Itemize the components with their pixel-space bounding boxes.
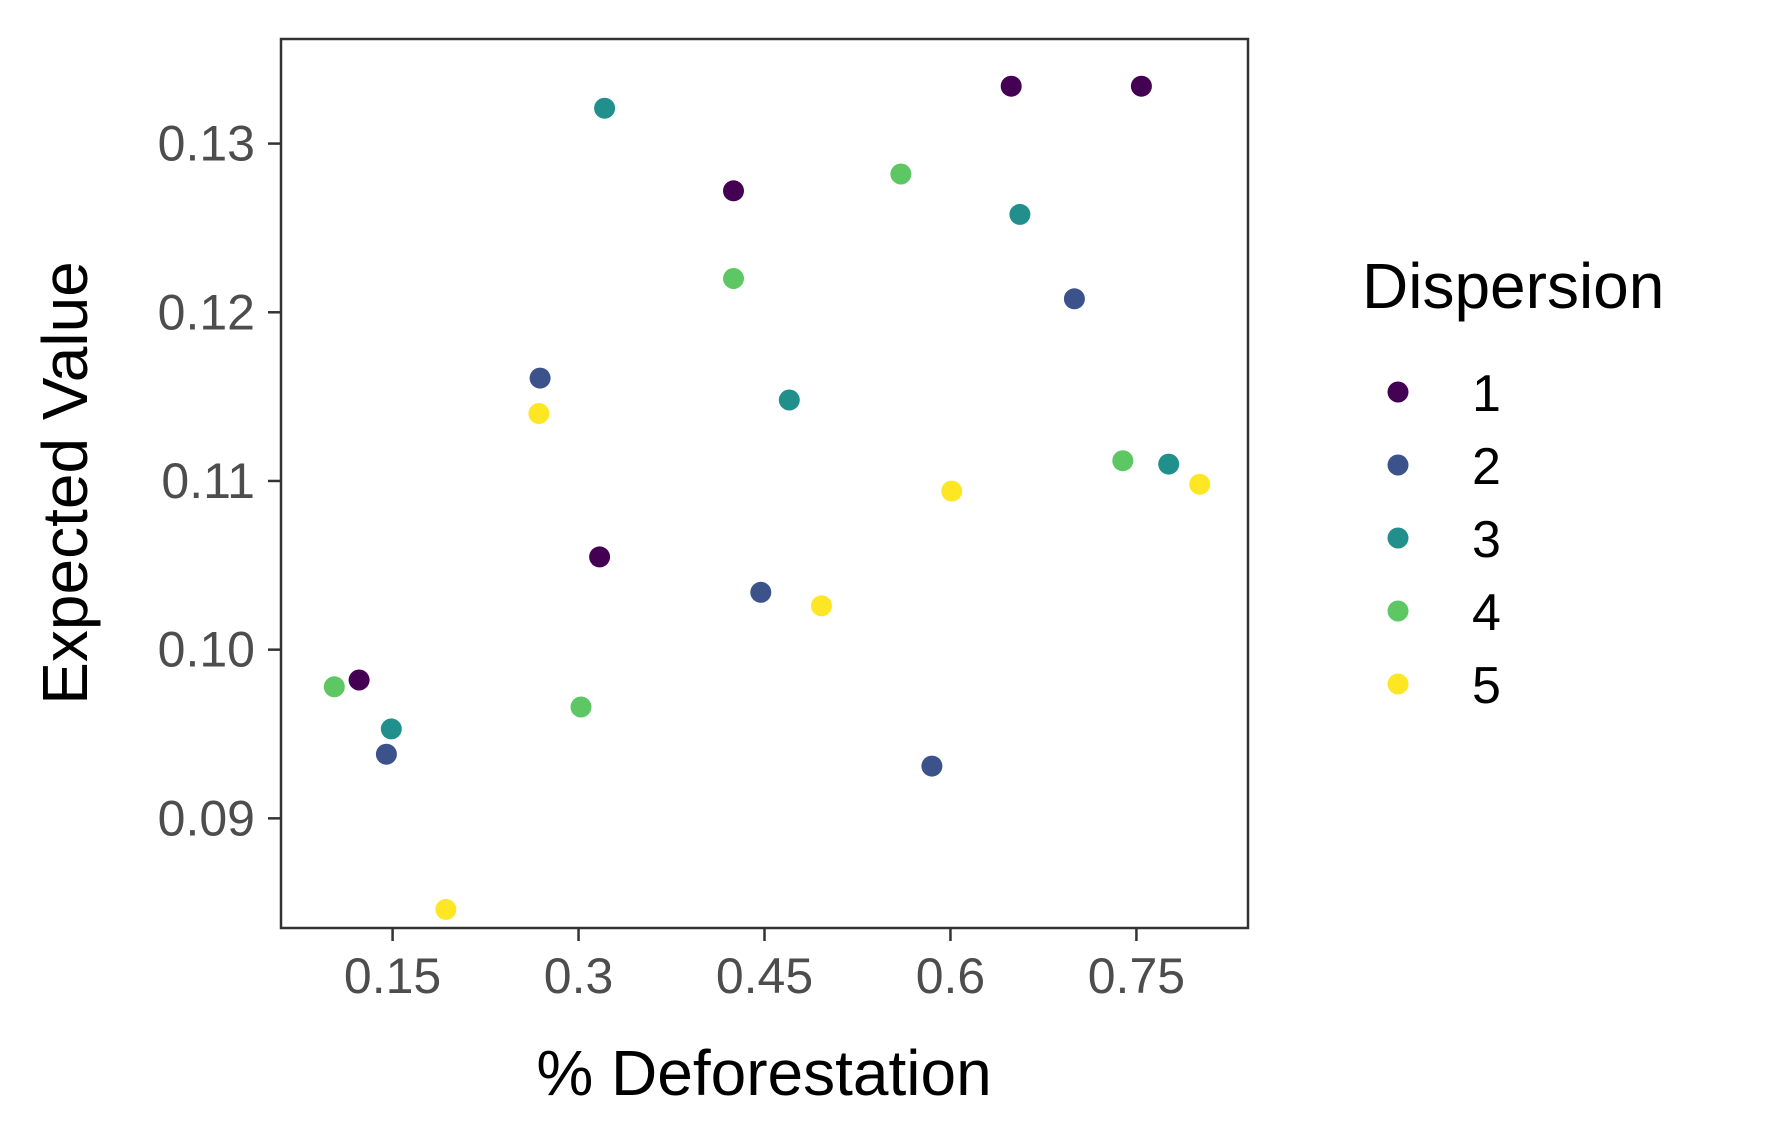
x-tick-label: 0.6 <box>916 948 986 1004</box>
data-point-dispersion-2-2 <box>529 367 551 389</box>
data-point-dispersion-5-3 <box>811 595 832 617</box>
data-point-dispersion-4-5 <box>1112 450 1134 472</box>
data-point-dispersion-3-2 <box>594 97 616 119</box>
data-point-dispersion-4-3 <box>723 268 744 289</box>
data-point-dispersion-5-2 <box>528 403 550 424</box>
legend-key-3 <box>1387 527 1409 549</box>
y-tick-label: 0.11 <box>161 453 255 509</box>
y-axis-title: Expected Value <box>29 261 101 705</box>
legend: Dispersion 1 2 3 4 5 <box>1362 250 1664 715</box>
data-point-dispersion-1-2 <box>589 546 611 568</box>
data-point-dispersion-1-5 <box>1130 75 1152 97</box>
legend-key-5 <box>1387 673 1409 695</box>
x-tick-label: 0.45 <box>716 948 813 1004</box>
x-axis-title: % Deforestation <box>536 1037 991 1109</box>
legend-label-5: 5 <box>1472 657 1501 715</box>
y-tick-label: 0.10 <box>158 622 255 678</box>
data-point-dispersion-1-4 <box>1000 75 1022 97</box>
x-tick-label: 0.15 <box>344 948 441 1004</box>
legend-label-1: 1 <box>1472 365 1501 423</box>
data-point-dispersion-3-1 <box>380 718 402 740</box>
legend-label-3: 3 <box>1472 511 1501 569</box>
x-tick-label: 0.3 <box>544 948 614 1004</box>
data-point-dispersion-4-2 <box>570 696 592 718</box>
legend-key-1 <box>1387 381 1409 403</box>
legend-key-2 <box>1387 454 1409 476</box>
legend-title: Dispersion <box>1362 250 1664 322</box>
y-tick-label: 0.13 <box>158 116 255 172</box>
data-point-dispersion-4-1 <box>323 676 345 698</box>
x-axis: 0.15 0.3 0.45 0.6 0.75 <box>344 928 1185 1004</box>
data-point-dispersion-2-5 <box>1063 288 1085 310</box>
y-tick-label: 0.12 <box>158 284 255 340</box>
data-point-dispersion-4-4 <box>890 163 912 185</box>
y-axis: 0.09 0.10 0.11 0.12 0.13 <box>158 116 281 846</box>
data-point-dispersion-1-3 <box>723 180 744 202</box>
data-point-dispersion-3-3 <box>778 389 800 411</box>
data-point-dispersion-2-4 <box>921 755 943 777</box>
legend-label-4: 4 <box>1472 584 1501 642</box>
points-layer <box>323 75 1211 920</box>
y-tick-label: 0.09 <box>158 790 255 846</box>
data-point-dispersion-3-4 <box>1009 203 1031 225</box>
legend-key-4 <box>1387 600 1409 622</box>
data-point-dispersion-1-1 <box>348 669 370 691</box>
legend-label-2: 2 <box>1472 438 1501 496</box>
data-point-dispersion-5-5 <box>1189 473 1211 495</box>
x-tick-label: 0.75 <box>1088 948 1185 1004</box>
data-point-dispersion-2-1 <box>375 743 397 765</box>
data-point-dispersion-5-4 <box>941 480 963 502</box>
data-point-dispersion-5-1 <box>435 898 457 920</box>
data-point-dispersion-3-5 <box>1158 453 1180 475</box>
data-point-dispersion-2-3 <box>750 581 772 603</box>
